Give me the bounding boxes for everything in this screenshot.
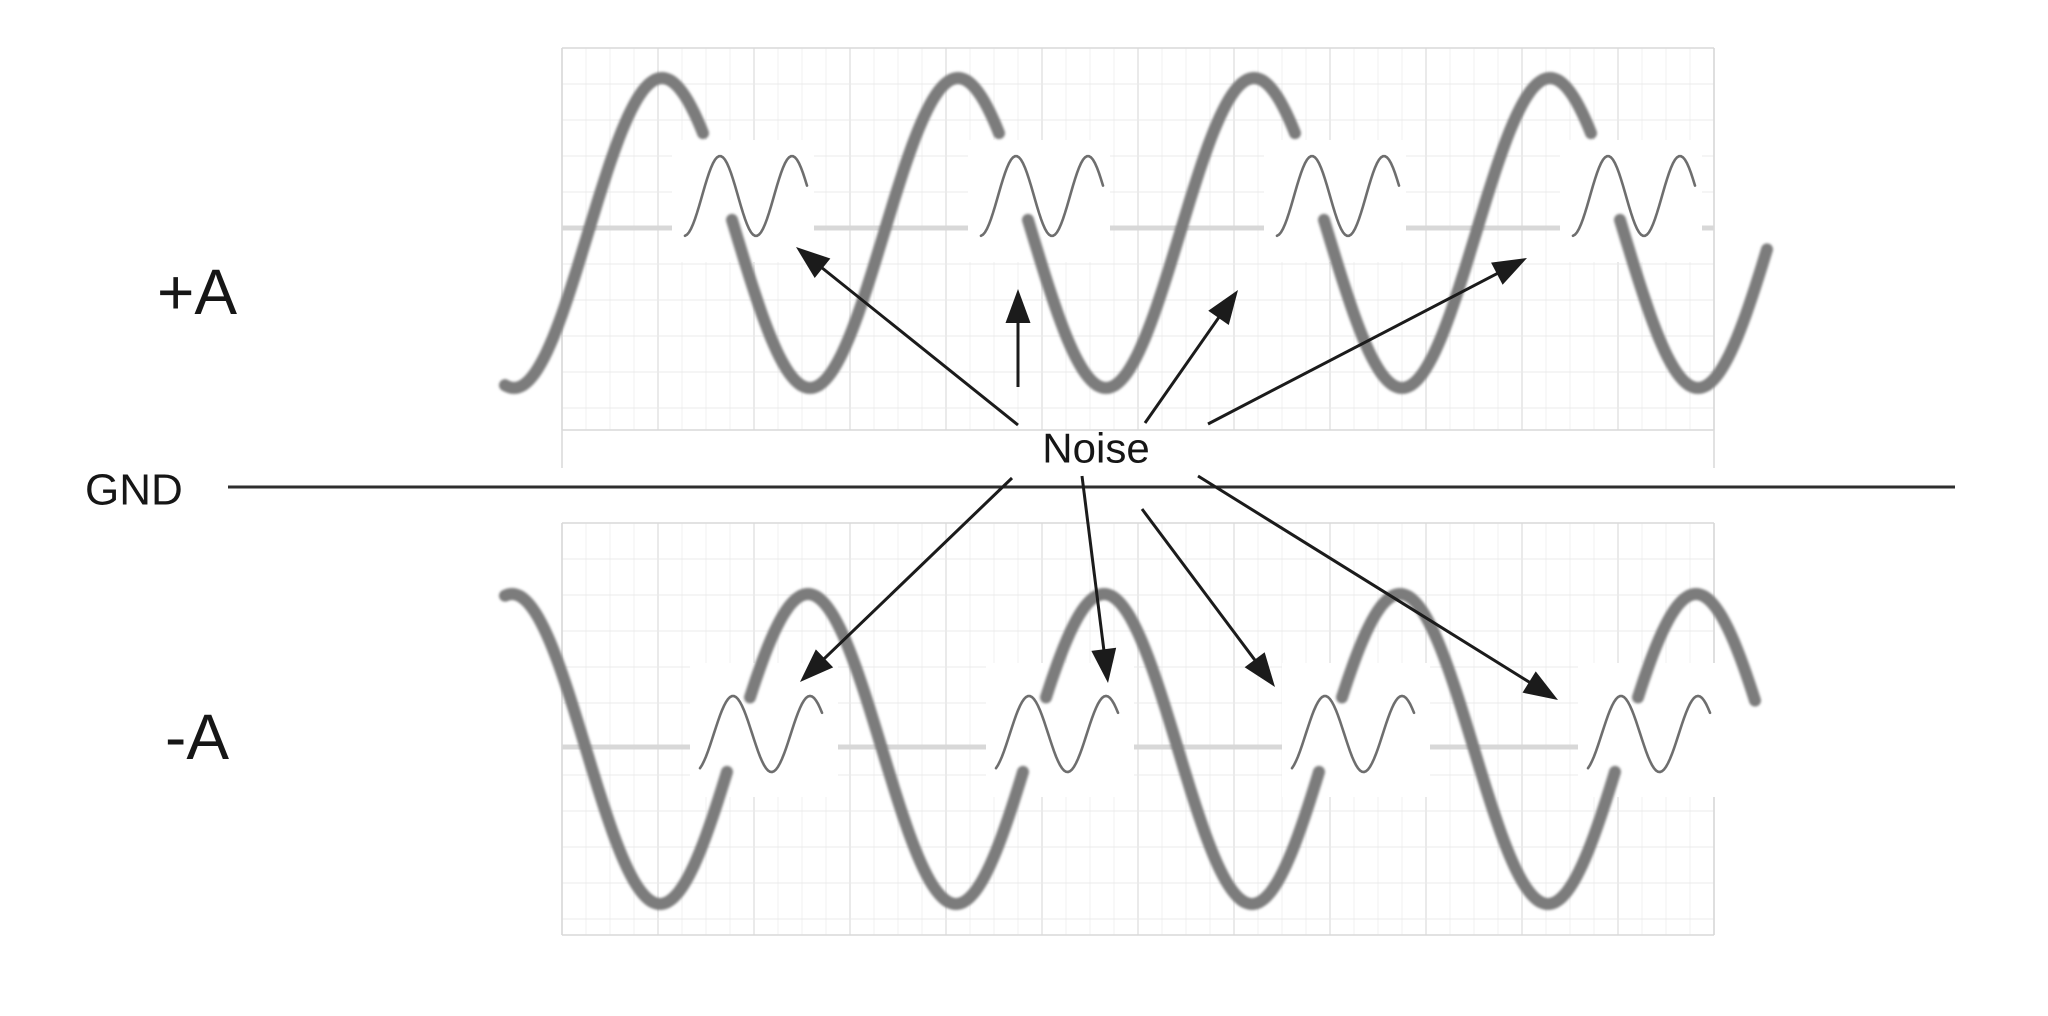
signal-waves: [499, 71, 1773, 911]
ground-label: GND: [85, 466, 183, 515]
noise-arrows: [796, 247, 1558, 700]
noise-label: Noise: [1042, 425, 1149, 472]
positive-signal-label: +A: [157, 256, 237, 328]
noise-bursts: [683, 154, 1712, 774]
negative-signal-label: -A: [165, 701, 229, 773]
grid-blank-patches: [672, 140, 1726, 797]
